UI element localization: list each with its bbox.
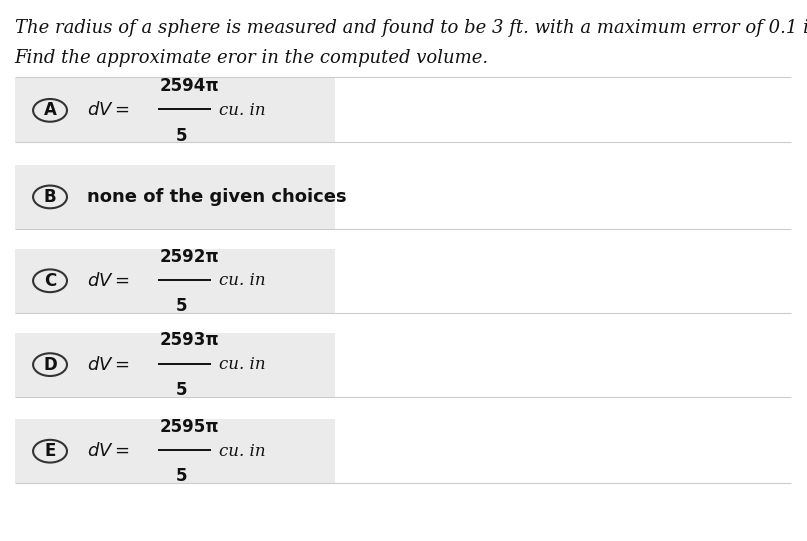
Text: $dV=$: $dV=$ [87, 101, 130, 120]
FancyBboxPatch shape [15, 419, 335, 483]
Text: 2592π: 2592π [160, 248, 220, 266]
FancyBboxPatch shape [15, 165, 335, 229]
Text: 2594π: 2594π [160, 77, 220, 95]
Text: C: C [44, 272, 56, 290]
FancyBboxPatch shape [15, 78, 335, 142]
Text: D: D [43, 355, 57, 374]
Text: cu. in: cu. in [219, 443, 266, 460]
Text: 2593π: 2593π [160, 332, 220, 349]
Text: The radius of a sphere is measured and found to be 3 ft. with a maximum error of: The radius of a sphere is measured and f… [15, 19, 807, 37]
Text: 5: 5 [176, 467, 187, 485]
Text: cu. in: cu. in [219, 272, 266, 289]
Text: none of the given choices: none of the given choices [87, 188, 347, 206]
FancyBboxPatch shape [15, 249, 335, 313]
Text: cu. in: cu. in [219, 356, 266, 373]
Text: A: A [44, 101, 56, 120]
Text: $dV=$: $dV=$ [87, 442, 130, 460]
Text: Find the approximate eror in the computed volume.: Find the approximate eror in the compute… [15, 49, 489, 67]
Text: E: E [44, 442, 56, 460]
Text: B: B [44, 188, 56, 206]
Text: $dV=$: $dV=$ [87, 272, 130, 290]
Text: 5: 5 [176, 127, 187, 144]
FancyBboxPatch shape [15, 333, 335, 397]
Text: 2595π: 2595π [160, 418, 220, 436]
Text: $dV=$: $dV=$ [87, 355, 130, 374]
Text: 5: 5 [176, 297, 187, 315]
Text: 5: 5 [176, 381, 187, 399]
Text: cu. in: cu. in [219, 102, 266, 119]
